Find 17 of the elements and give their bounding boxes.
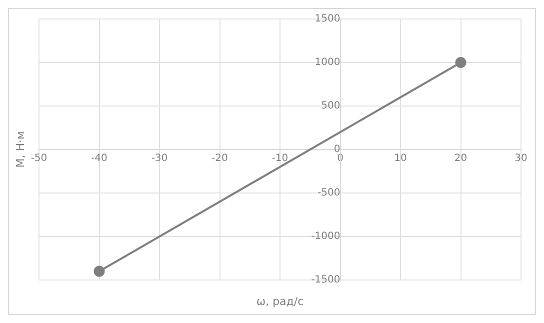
y-tick-label: 0 <box>334 144 340 156</box>
y-tick-label: -1000 <box>311 231 340 242</box>
x-axis-title: ω, рад/с <box>256 294 304 308</box>
y-tick-label: -500 <box>318 188 340 199</box>
x-tick-label: 30 <box>514 153 528 164</box>
x-tick-label: -40 <box>91 153 108 164</box>
y-tick-label: 1000 <box>314 57 340 68</box>
x-tick-label: 20 <box>454 153 468 164</box>
x-tick-label: -10 <box>272 153 288 164</box>
x-tick-label: -30 <box>151 153 168 164</box>
x-tick-label: -50 <box>30 153 48 164</box>
x-tick-label: 10 <box>394 153 407 164</box>
y-axis-title: M, Н·м <box>14 131 27 168</box>
y-tick-label: 500 <box>321 100 340 112</box>
x-tick-label: -20 <box>212 153 228 164</box>
y-tick-label: -1500 <box>311 274 340 286</box>
y-tick-label: 1500 <box>314 14 340 25</box>
